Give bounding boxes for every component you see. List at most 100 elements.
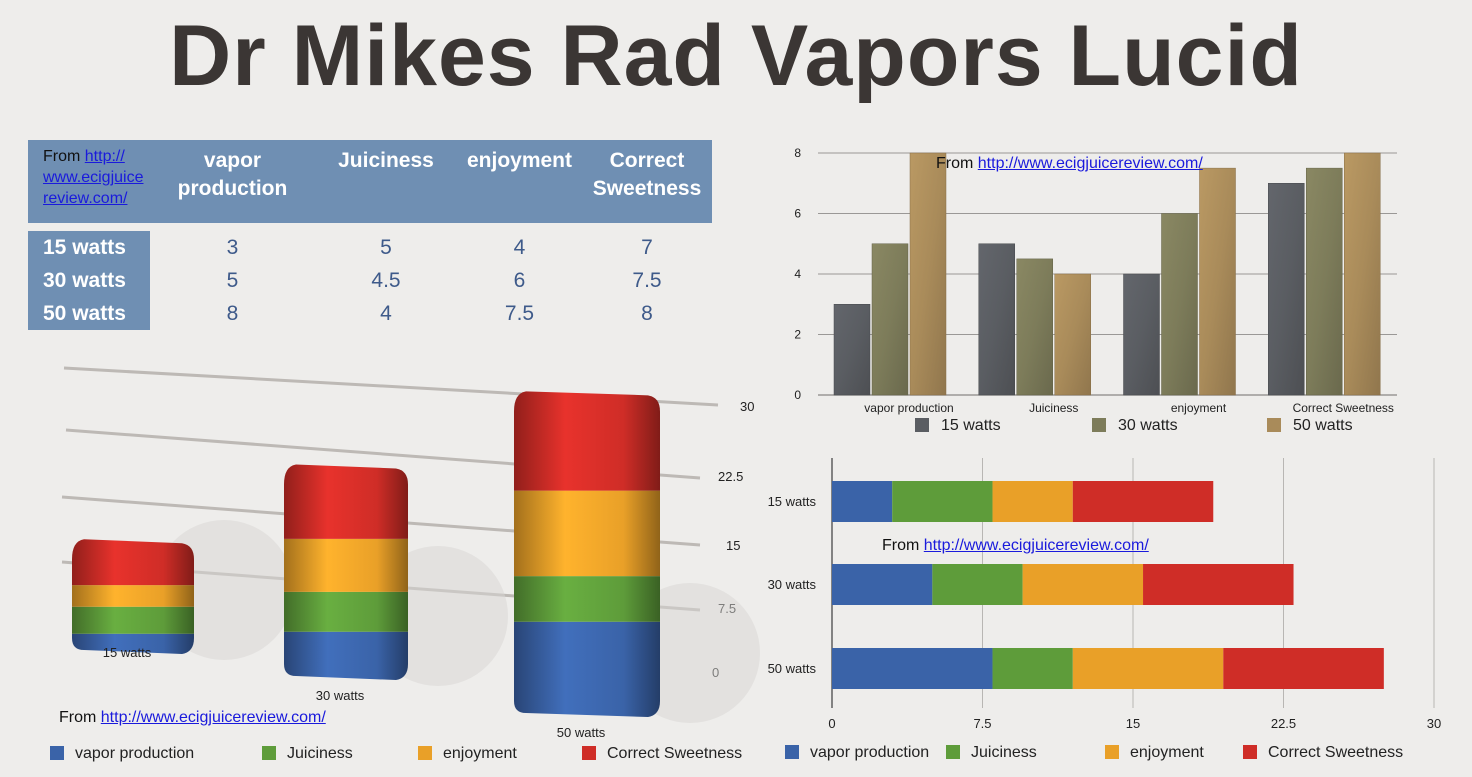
table-cell: 5 <box>380 235 392 259</box>
table-source-link-1[interactable]: http:// <box>84 148 125 165</box>
legend-label: vapor production <box>810 744 930 761</box>
x-tick-label: 30 watts <box>316 688 365 703</box>
bar-segment <box>1143 564 1294 605</box>
column-header-vapor-production: vapor production <box>150 140 315 223</box>
bar-segment <box>1022 564 1144 605</box>
bar-segment <box>72 585 194 607</box>
bar <box>1161 213 1198 396</box>
column-header-juiciness: Juiciness <box>315 140 457 223</box>
table-cell: 7 <box>641 235 653 259</box>
legend-swatch <box>915 418 929 432</box>
legend-label: Correct Sweetness <box>1268 744 1404 761</box>
bar <box>1268 183 1305 396</box>
table-row: 15 watts 3 5 4 7 <box>28 231 712 264</box>
y-tick-label: 15 watts <box>768 494 817 509</box>
legend-stacked-3d: vapor production Juiciness enjoyment Correc… <box>0 745 760 765</box>
stacked-3d-legend-item: enjoyment <box>418 745 517 763</box>
table-cell: 5 <box>226 268 239 292</box>
stacked-horizontal-legend-item: enjoyment <box>1105 744 1204 762</box>
stacked-3d-legend-item: Correct Sweetness <box>582 745 742 763</box>
legend-swatch <box>1243 745 1257 759</box>
bar-segment <box>892 481 993 522</box>
bar-segment <box>992 648 1073 689</box>
bar-segment <box>1072 481 1214 522</box>
bar-segment <box>514 576 660 622</box>
bar-segment <box>832 481 893 522</box>
bar-segment <box>832 564 933 605</box>
y-tick-label: 0 <box>794 388 801 402</box>
bar-segment <box>72 539 194 586</box>
stacked-horizontal-legend-item: Juiciness <box>946 744 1037 762</box>
legend-label: vapor production <box>75 745 195 762</box>
chart3d-source: From http://www.ecigjuicereview.com/ <box>59 709 326 726</box>
legend-label: enjoyment <box>1130 744 1204 761</box>
stacked-horizontal-legend-item: Correct Sweetness <box>1243 744 1403 762</box>
bar-segment <box>284 538 408 592</box>
x-tick-label: 15 watts <box>103 645 152 660</box>
table-source-cell: From http:// www.ecigjuice review.com/ <box>28 140 150 223</box>
bar-segment <box>284 591 408 632</box>
stacked-horizontal-legend-item: vapor production <box>785 744 929 762</box>
table-cell: 8 <box>641 301 653 325</box>
table-cell: 7.5 <box>504 301 535 325</box>
x-tick-label: Juiciness <box>1029 401 1078 415</box>
legend-label: 15 watts <box>941 417 1001 434</box>
page-title: Dr Mikes Rad Vapors Lucid <box>169 8 1303 104</box>
charth-source: From http://www.ecigjuicereview.com/ <box>882 537 1149 554</box>
y-tick-label: 22.5 <box>718 469 743 484</box>
legend-label: Correct Sweetness <box>607 745 743 762</box>
bar <box>978 243 1015 396</box>
table-source-link-3[interactable]: review.com/ <box>43 190 128 207</box>
column-header-enjoyment: enjoyment <box>457 140 582 223</box>
table-header-row: From http:// www.ecigjuice review.com/ v… <box>28 140 712 223</box>
bar <box>1306 167 1343 396</box>
bar-segment <box>514 490 660 577</box>
table-source-link-2[interactable]: www.ecigjuice <box>43 169 144 186</box>
bar <box>1344 152 1381 396</box>
chartv-source: From http://www.ecigjuicereview.com/ <box>936 155 1203 172</box>
x-tick-label: Correct Sweetness <box>1293 401 1394 415</box>
table-row: 50 watts 8 4 7.5 8 <box>28 297 712 330</box>
y-tick-label: 30 <box>740 399 754 414</box>
charth-source-link[interactable]: http://www.ecigjuicereview.com/ <box>923 537 1149 554</box>
legend-label: Juiciness <box>971 744 1037 761</box>
stacked-3d-legend-item: vapor production <box>50 745 194 763</box>
y-tick-label: 50 watts <box>768 661 817 676</box>
bar-segment <box>1223 648 1384 689</box>
table-cell: 7.5 <box>632 268 662 292</box>
stacked-horizontal-bar-chart: 0 7.5 15 22.5 30 15 watts 30 watts 50 watts <box>768 458 1441 731</box>
column-header-correct-sweetness: Correct Sweetness <box>582 140 712 223</box>
bar <box>1199 167 1236 396</box>
legend-stacked-horizontal: vapor production Juiciness enjoyment Correc… <box>0 744 1472 764</box>
x-tick-label: 7.5 <box>973 716 991 731</box>
x-tick-label: 15 <box>1126 716 1140 731</box>
bar-segment <box>284 631 408 680</box>
data-table: From http:// www.ecigjuice review.com/ v… <box>28 140 712 330</box>
x-tick-label: 30 <box>1427 716 1441 731</box>
bar-segment <box>932 564 1023 605</box>
x-tick-label: 50 watts <box>557 725 606 740</box>
legend-swatch <box>1092 418 1106 432</box>
x-tick-label: 0 <box>828 716 835 731</box>
bar <box>1016 258 1053 396</box>
legend-swatch <box>50 746 64 760</box>
bar-segment <box>72 633 194 654</box>
x-tick-label: 22.5 <box>1271 716 1296 731</box>
legend-swatch <box>1105 745 1119 759</box>
bar-segment <box>514 391 660 491</box>
legend-swatch <box>946 745 960 759</box>
bar-segment <box>514 621 660 717</box>
bar <box>833 304 871 396</box>
y-tick-label: 15 <box>726 538 740 553</box>
legend-swatch <box>785 745 799 759</box>
table-row: 30 watts 5 4.5 6 7.5 <box>28 264 712 297</box>
row-label: 50 watts <box>28 297 150 330</box>
chart3d-source-link[interactable]: http://www.ecigjuicereview.com/ <box>100 709 326 726</box>
row-label: 30 watts <box>28 264 150 297</box>
table-cell: 3 <box>226 235 239 259</box>
y-tick-label: 2 <box>794 328 801 342</box>
chartv-source-link[interactable]: http://www.ecigjuicereview.com/ <box>977 155 1203 172</box>
bar <box>1054 273 1091 396</box>
legend-swatch <box>262 746 276 760</box>
